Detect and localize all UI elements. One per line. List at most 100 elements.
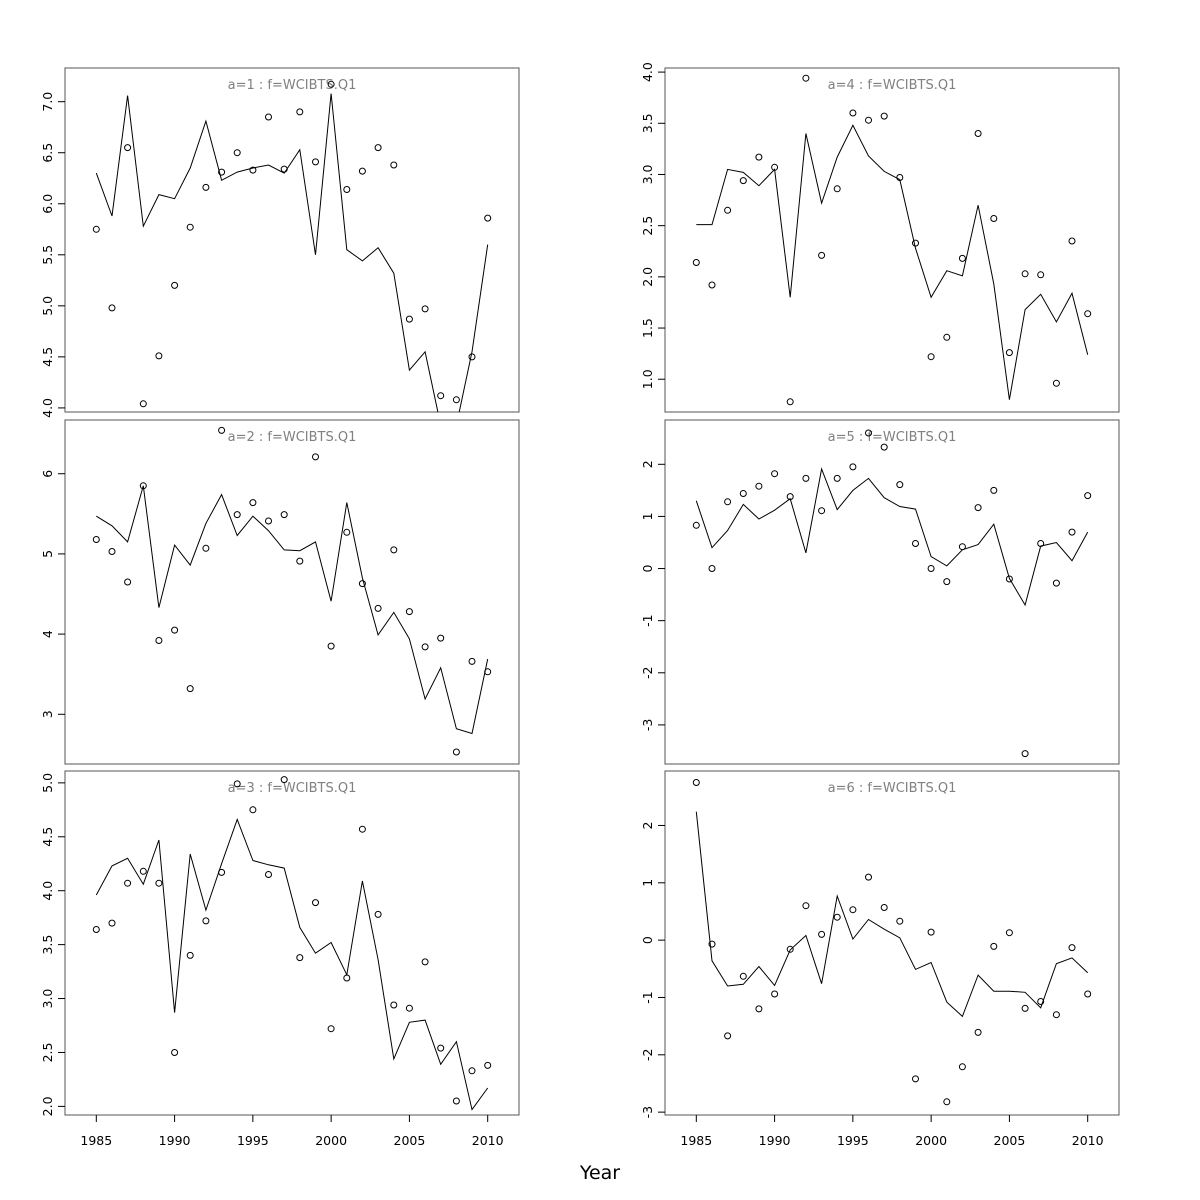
observed-point (958, 254, 966, 262)
x-tick-label: 1995 (237, 1133, 269, 1148)
observed-point (218, 168, 226, 176)
observed-point (990, 942, 998, 950)
y-tick-label: 4.5 (40, 827, 55, 847)
y-tick-label: 1.0 (640, 369, 655, 389)
observed-point (739, 490, 747, 497)
plot-frame (64, 67, 520, 413)
observed-point (692, 779, 700, 786)
observed-point (1068, 944, 1076, 952)
observed-point (865, 429, 872, 437)
observed-point (755, 1005, 763, 1013)
observed-point (1052, 379, 1060, 387)
observed-point (280, 776, 288, 784)
observed-point (108, 304, 116, 312)
observed-point (139, 867, 147, 875)
observed-point (468, 657, 476, 665)
observed-point (171, 281, 179, 289)
observed-point (296, 954, 304, 962)
y-tick-label: 7.0 (40, 92, 55, 112)
panel-2: a=2 : f=WCIBTS.Q1 3 4 5 6 (40, 419, 520, 765)
observed-point (327, 642, 335, 650)
observed-point (818, 507, 826, 515)
observed-point (1068, 237, 1076, 245)
observed-point (865, 116, 872, 124)
observed-point (124, 144, 132, 152)
observed-point (233, 511, 241, 519)
observed-point (139, 482, 147, 490)
observed-point (912, 540, 919, 547)
observed-point (833, 474, 841, 482)
panel-title: a=3 : f=WCIBTS.Q1 (228, 781, 357, 796)
observed-point (108, 548, 116, 555)
observed-point (92, 926, 100, 933)
observed-point (990, 215, 998, 222)
observed-point (468, 353, 476, 361)
observed-point (139, 400, 147, 408)
panel-6: a=6 : f=WCIBTS.Q1 -3 -2 -1 0 1 2 1985 1990 1995 20… (640, 770, 1120, 1148)
observed-point (265, 517, 272, 525)
observed-point (1037, 271, 1045, 279)
observed-point (974, 130, 982, 137)
x-tick-label: 2005 (394, 1133, 426, 1148)
y-tick-label: -1 (640, 991, 655, 1003)
panel-title: a=4 : f=WCIBTS.Q1 (828, 78, 957, 93)
observed-point (421, 958, 429, 966)
panel-5: a=5 : f=WCIBTS.Q1 -3 -2 -1 0 1 2 (640, 419, 1120, 765)
observed-point (186, 223, 194, 231)
y-tick-label: 4 (40, 630, 55, 638)
y-tick-label: 2 (640, 821, 655, 829)
observed-point (724, 206, 732, 214)
observed-point (390, 546, 398, 554)
observed-point (312, 158, 319, 166)
y-tick-label: 3.5 (640, 113, 655, 133)
fitted-line (695, 811, 1089, 1018)
observed-point (296, 108, 304, 116)
observed-point (849, 463, 857, 471)
observed-point (849, 109, 857, 117)
observed-point (958, 543, 966, 551)
x-tick-label: 2000 (915, 1133, 947, 1148)
y-tick-label: 4.5 (40, 347, 55, 367)
observed-point (124, 578, 132, 586)
observed-point (421, 643, 429, 651)
observed-point (155, 637, 163, 644)
observed-point (437, 1044, 445, 1052)
observed-point (771, 470, 779, 478)
observed-point (912, 239, 919, 247)
observed-point (280, 165, 288, 173)
observed-point (421, 305, 429, 313)
observed-point (990, 486, 998, 494)
observed-point (312, 899, 319, 907)
x-tick-label: 1985 (80, 1133, 112, 1148)
observed-point (186, 951, 194, 959)
observed-point (124, 879, 132, 887)
observed-point (249, 166, 257, 174)
observed-point (724, 498, 732, 506)
panel-3: a=3 : f=WCIBTS.Q1 2.0 2.5 3.0 3.5 4.0 4.5 5.0 19… (40, 770, 520, 1148)
y-tick-label: 1 (640, 512, 655, 520)
y-tick-label: 1.5 (640, 318, 655, 338)
x-axis-label: Year (579, 1162, 620, 1184)
observed-point (296, 557, 304, 565)
observed-point (912, 1075, 919, 1083)
observed-point (818, 930, 826, 938)
observed-point (786, 945, 794, 953)
fitted-line (696, 124, 1089, 400)
observed-point (202, 917, 210, 925)
y-tick-label: -2 (640, 667, 655, 679)
observed-point (786, 398, 794, 406)
observed-point (739, 972, 747, 980)
observed-point (1052, 1011, 1060, 1019)
observed-point (233, 780, 241, 788)
observed-point (1021, 1004, 1029, 1012)
y-tick-label: 3.0 (640, 164, 655, 184)
observed-point (327, 80, 335, 88)
observed-point (880, 112, 888, 120)
y-tick-label: 0 (640, 936, 655, 944)
observed-point (708, 940, 716, 948)
observed-point (249, 806, 257, 814)
y-tick-label: 5 (40, 550, 55, 558)
y-tick-label: 5.0 (40, 773, 55, 793)
x-tick-label: 2000 (315, 1133, 347, 1148)
